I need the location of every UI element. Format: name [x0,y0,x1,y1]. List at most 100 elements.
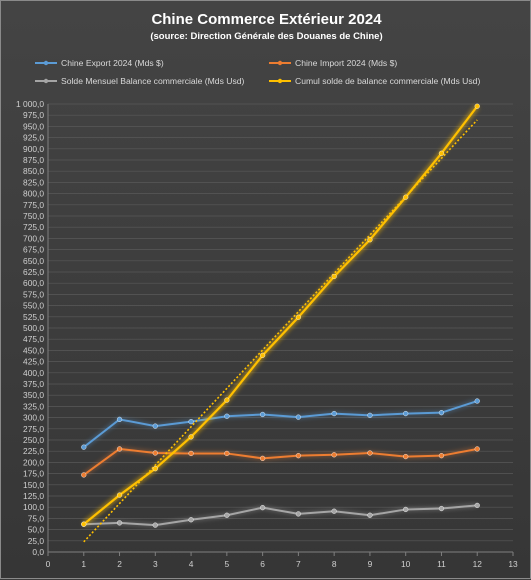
data-point [295,314,301,320]
data-point [403,453,409,460]
y-tick-label: 1 000,0 [16,99,44,109]
data-point [438,150,445,156]
data-point [474,502,480,509]
x-tick-label: 12 [473,559,483,569]
legend-item-export: Chine Export 2024 (Mds $) [35,58,164,68]
chart-subtitle: (source: Direction Générale des Douanes … [150,31,383,42]
y-tick-label: 825,0 [23,177,44,187]
data-point [224,512,230,518]
y-tick-label: 400,0 [23,368,44,378]
y-tick-label: 750,0 [23,211,44,221]
data-point [331,273,337,280]
x-tick-label: 8 [332,559,337,569]
data-point [403,194,409,200]
data-point [152,423,158,429]
legend-item-monthly-balance: Solde Mensuel Balance commerciale (Mds U… [35,76,244,86]
y-tick-label: 200,0 [23,457,44,467]
y-tick-label: 125,0 [23,491,44,501]
y-tick-label: 600,0 [23,278,44,288]
y-tick-label: 500,0 [23,323,44,333]
data-point [260,455,266,461]
data-point [152,522,158,528]
data-point [295,511,301,517]
y-tick-label: 25,0 [28,536,45,546]
y-tick-label: 525,0 [23,312,44,322]
x-tick-label: 13 [508,559,518,569]
x-tick-label: 11 [437,559,446,569]
legend-label-monthly-balance: Solde Mensuel Balance commerciale (Mds U… [61,76,245,86]
y-tick-label: 300,0 [23,413,44,423]
data-point [295,453,301,459]
y-tick-label: 675,0 [23,245,44,255]
y-tick-label: 325,0 [23,401,44,411]
data-point [260,411,266,418]
legend-label-import: Chine Import 2024 (Mds $) [295,58,398,68]
y-tick-label: 925,0 [23,133,44,143]
legend-swatch-import [269,60,291,66]
legend-item-cumulative-balance: Cumul solde de balance commerciale (Mds … [269,76,480,86]
data-point [224,397,230,403]
x-tick-label: 3 [153,559,158,569]
x-tick-label: 4 [189,559,194,569]
data-point [331,508,337,514]
y-tick-label: 450,0 [23,345,44,355]
series-line [83,400,478,448]
y-tick-label: 700,0 [23,233,44,243]
data-point [474,446,480,452]
data-point [260,505,266,511]
y-tick-label: 175,0 [23,469,44,479]
x-tick-label: 2 [117,559,122,569]
series-line [83,504,478,527]
x-tick-label: 5 [225,559,230,569]
series-line-glow [82,104,480,527]
y-tick-label: 725,0 [23,222,44,232]
legend-swatch-cumulative-balance [269,78,291,84]
y-tick-label: 425,0 [23,357,44,367]
y-tick-label: 800,0 [23,189,44,199]
data-point [367,412,373,418]
x-tick-label: 6 [260,559,265,569]
chart-title: Chine Commerce Extérieur 2024 [151,11,382,28]
data-point [367,512,373,518]
data-point [331,410,337,417]
y-tick-label: 900,0 [23,144,44,154]
data-point [367,450,373,456]
y-tick-label: 975,0 [23,110,44,120]
series-2 [81,446,480,478]
legend-label-export: Chine Export 2024 (Mds $) [61,58,164,68]
x-tick-label: 10 [401,559,411,569]
data-point [474,398,480,404]
data-point [403,506,409,513]
data-point [367,237,373,243]
data-point [152,466,158,472]
data-point [81,444,87,450]
y-tick-label: 75,0 [28,513,45,523]
data-point [331,452,337,458]
series-3 [81,502,480,528]
data-point [116,446,123,452]
series-line-glow [82,446,478,477]
legend-label-cumulative-balance: Cumul solde de balance commerciale (Mds … [295,76,481,86]
y-tick-label: 850,0 [23,166,44,176]
y-tick-label: 150,0 [23,480,44,490]
series-line [83,105,479,526]
y-tick-label: 950,0 [23,121,44,131]
data-point [260,352,266,358]
x-tick-label: 7 [296,559,301,569]
series-1 [81,398,480,450]
legend-item-import: Chine Import 2024 (Mds $) [269,58,397,68]
data-point [438,505,445,512]
y-tick-label: 100,0 [23,502,44,512]
y-tick-label: 0,0 [32,547,44,557]
legend-swatch-monthly-balance [35,78,57,84]
y-tick-label: 225,0 [23,446,44,456]
series-4 [81,103,480,543]
y-tick-label: 50,0 [28,525,45,535]
y-tick-label: 250,0 [23,435,44,445]
data-point [295,414,301,420]
data-point [188,419,194,425]
y-tick-label: 625,0 [23,267,44,277]
data-point [116,416,123,422]
series-line [83,447,478,476]
